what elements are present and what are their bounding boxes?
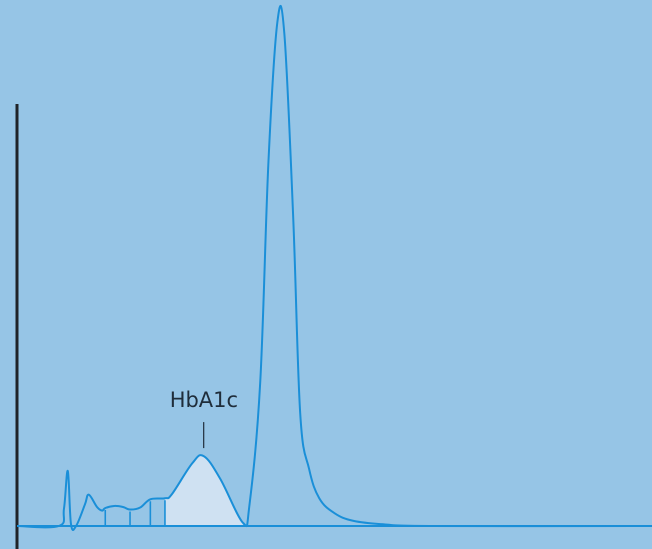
hba1c-peak-area	[164, 455, 244, 526]
hba1c-label: HbA1c	[169, 388, 239, 413]
chromatogram-trace	[16, 5, 652, 532]
